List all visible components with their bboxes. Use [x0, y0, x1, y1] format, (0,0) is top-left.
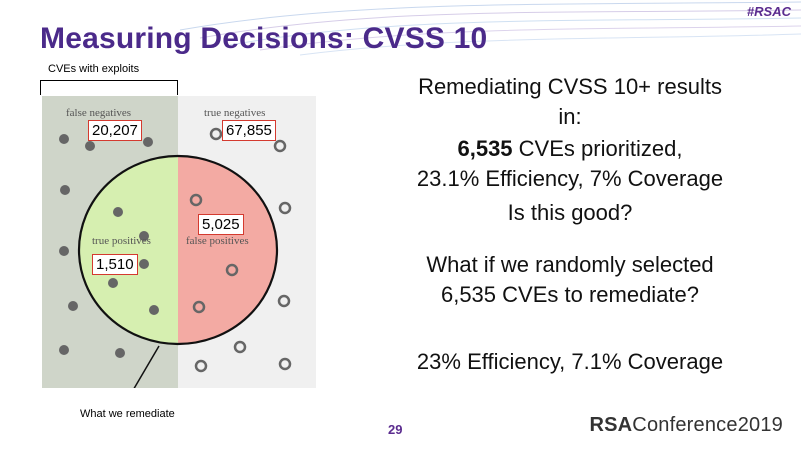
remediation-circle [77, 154, 279, 346]
logo-conference: Conference2019 [632, 414, 783, 436]
question-line: Is this good? [507, 200, 633, 225]
true-negatives-count: 67,855 [222, 120, 276, 141]
not-exploited-dots [189, 127, 292, 373]
false-negatives-label: false negatives [66, 107, 131, 119]
true-positives-count: 1,510 [92, 254, 138, 275]
false-positive-area [178, 156, 277, 344]
result-line-1: Remediating CVSS 10+ results [418, 74, 722, 99]
result-line-2: in: [558, 104, 582, 129]
false-negatives-count: 20,207 [88, 120, 142, 141]
random-line-1: What if we randomly selected [426, 252, 714, 277]
rsac-hashtag: #RSAC [746, 4, 791, 19]
page-number: 29 [388, 422, 403, 437]
random-line-2: 6,535 CVEs to remediate? [440, 282, 700, 307]
cves-with-exploits-label: CVEs with exploits [48, 63, 140, 75]
remediate-pointer-line [133, 345, 160, 388]
logo-brand: RSA [589, 414, 633, 436]
prioritized-suffix: CVEs prioritized, [512, 136, 683, 161]
false-positives-count: 5,025 [198, 214, 244, 235]
header-decoration [179, 1, 801, 56]
what-we-remediate-label: What we remediate [80, 408, 175, 420]
exploited-dots [59, 134, 159, 358]
random-result-line: 23% Efficiency, 7.1% Coverage [416, 349, 724, 374]
true-negatives-label: true negatives [204, 107, 265, 119]
result-line-4: 23.1% Efficiency, 7% Coverage [416, 166, 724, 191]
false-positives-label: false positives [186, 235, 249, 247]
cves-with-exploits-bracket [40, 80, 178, 95]
slide-title: Measuring Decisions: CVSS 10 [40, 22, 488, 55]
result-line-3: 6,535 CVEs prioritized, [380, 136, 760, 162]
true-positives-label: true positives [92, 235, 151, 247]
prioritized-count: 6,535 [457, 136, 513, 161]
true-positive-area [79, 156, 178, 344]
rsa-conference-logo: RSAConference2019 [589, 414, 783, 437]
confusion-diagram: false negatives true negatives true posi… [42, 96, 316, 388]
